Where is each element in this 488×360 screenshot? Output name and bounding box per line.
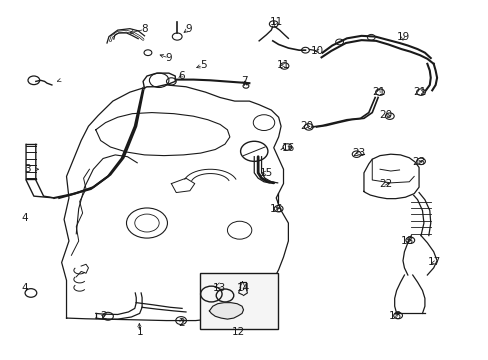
- Polygon shape: [209, 303, 243, 319]
- Text: 16: 16: [281, 143, 294, 153]
- Text: 6: 6: [178, 71, 184, 81]
- Polygon shape: [143, 73, 175, 89]
- Text: 4: 4: [22, 213, 28, 222]
- Text: 21: 21: [371, 87, 385, 97]
- Text: 10: 10: [310, 46, 324, 56]
- Text: 15: 15: [259, 168, 272, 178]
- Text: 9: 9: [185, 24, 191, 35]
- Polygon shape: [363, 154, 418, 199]
- Text: 19: 19: [396, 32, 409, 41]
- Text: 17: 17: [427, 257, 440, 267]
- Text: 2: 2: [100, 311, 106, 321]
- Text: 18: 18: [388, 311, 402, 321]
- Text: 14: 14: [236, 283, 250, 293]
- Text: 5: 5: [199, 60, 206, 70]
- Text: 4: 4: [22, 283, 28, 293]
- Text: 20: 20: [300, 121, 313, 131]
- Text: 12: 12: [231, 327, 245, 337]
- Text: 20: 20: [379, 111, 392, 121]
- Text: 1: 1: [136, 327, 142, 337]
- Text: 9: 9: [165, 53, 172, 63]
- Text: 21: 21: [412, 87, 426, 97]
- Text: 8: 8: [141, 24, 147, 35]
- Text: 23: 23: [352, 148, 365, 158]
- Text: 18: 18: [401, 236, 414, 246]
- Text: 23: 23: [411, 157, 425, 167]
- Bar: [199, 273, 277, 329]
- Text: 22: 22: [379, 179, 392, 189]
- Text: 7: 7: [241, 76, 247, 86]
- Text: 3: 3: [24, 164, 31, 174]
- Text: 13: 13: [212, 283, 225, 293]
- Text: 11: 11: [269, 17, 282, 27]
- Text: 2: 2: [178, 319, 184, 328]
- Text: 16: 16: [269, 204, 282, 214]
- Text: 11: 11: [276, 60, 289, 70]
